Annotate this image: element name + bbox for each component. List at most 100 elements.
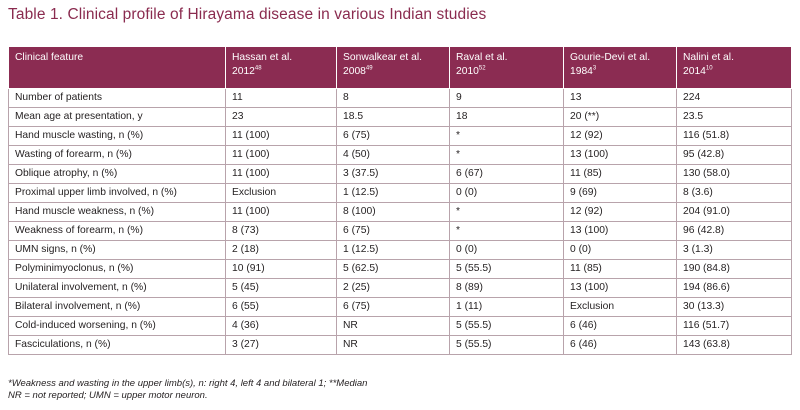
- column-header-year-value: 2010: [456, 66, 479, 77]
- feature-cell: Hand muscle wasting, n (%): [8, 126, 226, 146]
- value-cell: 4 (50): [336, 145, 450, 165]
- value-cell: 0 (0): [449, 240, 564, 260]
- feature-cell: Polyminimyoclonus, n (%): [8, 259, 226, 279]
- reference-number: 52: [478, 65, 486, 72]
- value-cell: 10 (91): [225, 259, 337, 279]
- column-header-year-value: 1984: [570, 66, 593, 77]
- value-cell: *: [449, 221, 564, 241]
- value-cell: 2 (25): [336, 278, 450, 298]
- column-header-year: 19843: [570, 65, 676, 79]
- column-header: Clinical feature: [8, 46, 226, 89]
- value-cell: 5 (55.5): [449, 316, 564, 336]
- value-cell: 8: [336, 88, 450, 108]
- table-row: Bilateral involvement, n (%) 6 (55) 6 (75)…: [8, 297, 792, 317]
- column-header: Sonwalkear et al. 200849: [336, 46, 450, 89]
- value-cell: 13 (100): [563, 221, 677, 241]
- feature-cell: Fasciculations, n (%): [8, 335, 226, 355]
- value-cell: 8 (3.6): [676, 183, 792, 203]
- value-cell: 8 (73): [225, 221, 337, 241]
- value-cell: 6 (46): [563, 316, 677, 336]
- value-cell: 194 (86.6): [676, 278, 792, 298]
- value-cell: 1 (11): [449, 297, 564, 317]
- value-cell: 12 (92): [563, 126, 677, 146]
- column-header: Nalini et al. 201410: [676, 46, 792, 89]
- value-cell: *: [449, 126, 564, 146]
- value-cell: NR: [336, 316, 450, 336]
- value-cell: 13 (100): [563, 278, 677, 298]
- value-cell: 3 (37.5): [336, 164, 450, 184]
- value-cell: 1 (12.5): [336, 183, 450, 203]
- reference-number: 10: [705, 65, 713, 72]
- value-cell: 5 (62.5): [336, 259, 450, 279]
- value-cell: 190 (84.8): [676, 259, 792, 279]
- column-header-label: Gourie-Devi et al.: [570, 52, 651, 63]
- feature-cell: Weakness of forearm, n (%): [8, 221, 226, 241]
- value-cell: 5 (45): [225, 278, 337, 298]
- value-cell: 116 (51.8): [676, 126, 792, 146]
- value-cell: NR: [336, 335, 450, 355]
- table-row: Hand muscle weakness, n (%) 11 (100) 8 (10…: [8, 202, 792, 222]
- value-cell: Exclusion: [563, 297, 677, 317]
- value-cell: 11 (100): [225, 164, 337, 184]
- column-header-year: 201052: [456, 65, 563, 79]
- table-row: Fasciculations, n (%) 3 (27) NR 5 (55.5) 6 (…: [8, 335, 792, 355]
- table-row: Weakness of forearm, n (%) 8 (73) 6 (75) * 1…: [8, 221, 792, 241]
- table-row: UMN signs, n (%) 2 (18) 1 (12.5) 0 (0) 0 (0)…: [8, 240, 792, 260]
- column-header-year-value: 2008: [343, 66, 366, 77]
- feature-cell: Wasting of forearm, n (%): [8, 145, 226, 165]
- value-cell: *: [449, 202, 564, 222]
- value-cell: 12 (92): [563, 202, 677, 222]
- table-row: Polyminimyoclonus, n (%) 10 (91) 5 (62.5) 5…: [8, 259, 792, 279]
- feature-cell: Oblique atrophy, n (%): [8, 164, 226, 184]
- table-row: Proximal upper limb involved, n (%) Exclu…: [8, 183, 792, 203]
- feature-cell: Mean age at presentation, y: [8, 107, 226, 127]
- column-header-label: Clinical feature: [15, 52, 84, 63]
- value-cell: 11 (100): [225, 126, 337, 146]
- feature-cell: Number of patients: [8, 88, 226, 108]
- value-cell: 18.5: [336, 107, 450, 127]
- clinical-profile-table: Clinical feature Hassan et al. 201248 Sonwa…: [8, 46, 792, 355]
- value-cell: 5 (55.5): [449, 259, 564, 279]
- value-cell: 13: [563, 88, 677, 108]
- column-header-label: Raval et al.: [456, 52, 508, 63]
- value-cell: 23: [225, 107, 337, 127]
- value-cell: 224: [676, 88, 792, 108]
- feature-cell: Cold-induced worsening, n (%): [8, 316, 226, 336]
- footnote-line: *Weakness and wasting in the upper limb(…: [8, 378, 368, 389]
- table-row: Mean age at presentation, y 23 18.5 18 20 (*…: [8, 107, 792, 127]
- value-cell: 6 (75): [336, 126, 450, 146]
- value-cell: 3 (1.3): [676, 240, 792, 260]
- value-cell: 4 (36): [225, 316, 337, 336]
- value-cell: Exclusion: [225, 183, 337, 203]
- value-cell: 204 (91.0): [676, 202, 792, 222]
- column-header-year-value: 2012: [232, 66, 255, 77]
- value-cell: 6 (46): [563, 335, 677, 355]
- value-cell: 11 (85): [563, 164, 677, 184]
- value-cell: 1 (12.5): [336, 240, 450, 260]
- value-cell: *: [449, 145, 564, 165]
- value-cell: 96 (42.8): [676, 221, 792, 241]
- column-header-year: 201410: [683, 65, 791, 79]
- value-cell: 20 (**): [563, 107, 677, 127]
- table-row: Hand muscle wasting, n (%) 11 (100) 6 (75)…: [8, 126, 792, 146]
- value-cell: 6 (67): [449, 164, 564, 184]
- value-cell: 11 (100): [225, 202, 337, 222]
- value-cell: 95 (42.8): [676, 145, 792, 165]
- table-body: Number of patients 11 8 9 13 224 Mean age at p…: [8, 88, 792, 355]
- table-row: Number of patients 11 8 9 13 224: [8, 88, 792, 108]
- table-header: Clinical feature Hassan et al. 201248 Sonwa…: [8, 46, 792, 89]
- column-header-year: 200849: [343, 65, 449, 79]
- value-cell: 130 (58.0): [676, 164, 792, 184]
- value-cell: 0 (0): [563, 240, 677, 260]
- value-cell: 8 (89): [449, 278, 564, 298]
- header-row: Clinical feature Hassan et al. 201248 Sonwa…: [8, 46, 792, 89]
- reference-number: 48: [254, 65, 262, 72]
- value-cell: 30 (13.3): [676, 297, 792, 317]
- column-header-year: 201248: [232, 65, 336, 79]
- footnote-line: NR = not reported; UMN = upper motor neu…: [8, 390, 208, 401]
- value-cell: 0 (0): [449, 183, 564, 203]
- value-cell: 9: [449, 88, 564, 108]
- value-cell: 5 (55.5): [449, 335, 564, 355]
- table-row: Oblique atrophy, n (%) 11 (100) 3 (37.5) 6 …: [8, 164, 792, 184]
- feature-cell: Unilateral involvement, n (%): [8, 278, 226, 298]
